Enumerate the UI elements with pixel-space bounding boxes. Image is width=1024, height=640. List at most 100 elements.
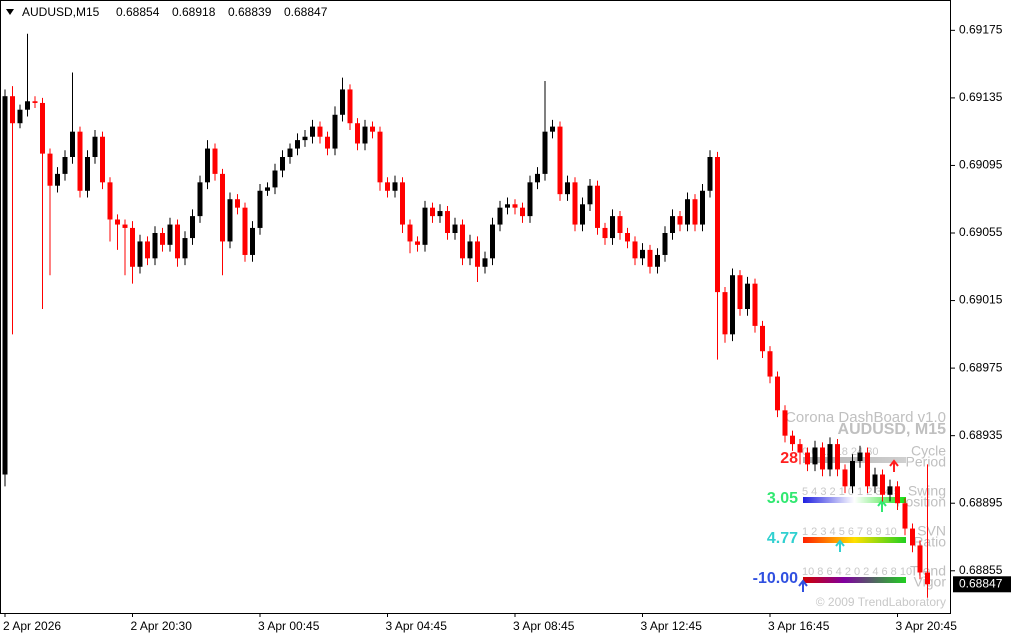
- y-tick-label: 0.69055: [959, 225, 1003, 239]
- candle-body: [580, 204, 585, 225]
- candle-body: [880, 474, 885, 495]
- x-tick-label: 2 Apr 20:30: [131, 619, 193, 633]
- candle-body: [145, 241, 150, 259]
- y-tick-label: 0.69015: [959, 293, 1003, 307]
- candle-body: [790, 435, 795, 445]
- candle-body: [10, 96, 15, 124]
- candle-body: [617, 216, 623, 233]
- candle-body: [235, 199, 240, 208]
- dash-name: Period: [906, 454, 946, 470]
- candle-body: [482, 258, 488, 267]
- dash-gauge: [803, 537, 906, 543]
- candle-body: [827, 444, 833, 470]
- candle-body: [505, 204, 510, 208]
- candle-body: [715, 157, 720, 293]
- candle-body: [857, 452, 863, 461]
- dash-scale: 5 4 3 2 1 0 1 2 3 4 5: [802, 486, 900, 498]
- candle-body: [152, 233, 158, 259]
- candle-body: [610, 216, 615, 239]
- candle-body: [265, 187, 270, 191]
- candle-body: [137, 241, 143, 267]
- dash-value: 3.05: [767, 490, 798, 507]
- candle-body: [887, 486, 893, 495]
- candle-body: [400, 182, 405, 225]
- candle-body: [362, 126, 368, 144]
- dash-gauge: [803, 497, 906, 503]
- dash-title: Corona DashBoard v1.0: [785, 409, 946, 426]
- candle-body: [100, 136, 105, 183]
- menu-arrow[interactable]: [6, 9, 14, 15]
- candle-body: [122, 224, 128, 228]
- y-tick-label: 0.68975: [959, 360, 1003, 374]
- candle-body: [295, 140, 300, 149]
- plot-frame: [0, 0, 951, 614]
- candle-body: [130, 227, 135, 267]
- dash-arrow: [889, 459, 899, 472]
- candle-body: [40, 102, 45, 154]
- candle-body: [700, 190, 705, 225]
- candle-body: [355, 123, 360, 144]
- candle-body: [490, 224, 495, 259]
- candle-body: [910, 528, 915, 546]
- candle-body: [640, 249, 645, 259]
- candle-body: [662, 233, 668, 255]
- candle-body: [527, 182, 533, 217]
- candle-body: [25, 101, 30, 110]
- candle-body: [655, 254, 660, 267]
- candle-body: [475, 241, 480, 267]
- candle-body: [220, 173, 225, 242]
- candle-body: [812, 447, 818, 465]
- candle-body: [820, 447, 825, 470]
- candle-body: [107, 182, 113, 220]
- candle-body: [550, 126, 555, 132]
- candle-body: [422, 207, 428, 245]
- candle-body: [925, 572, 930, 585]
- dash-name: Cycle: [911, 443, 946, 459]
- candle-body: [302, 136, 308, 141]
- candle-body: [347, 89, 353, 124]
- candle-body: [377, 131, 383, 183]
- candle-body: [407, 224, 413, 242]
- candle-body: [445, 211, 450, 233]
- dash-name: Position: [896, 494, 946, 510]
- candle-body: [370, 126, 375, 132]
- candle-body: [872, 474, 878, 487]
- candle-body: [602, 227, 608, 239]
- candle-body: [325, 136, 330, 149]
- candle-body: [535, 173, 540, 183]
- candle-body: [557, 126, 563, 195]
- current-price: 0.68847: [959, 576, 1003, 590]
- candle-body: [437, 211, 443, 217]
- candle-body: [512, 204, 518, 208]
- candle-body: [587, 185, 593, 205]
- symbol: AUDUSD,M15: [22, 5, 100, 19]
- dash-name: Swing: [908, 483, 946, 499]
- candle-body: [692, 199, 698, 225]
- candle-body: [722, 292, 728, 335]
- candle-body: [242, 207, 248, 255]
- y-tick-label: 0.69175: [959, 23, 1003, 37]
- dash-arrow: [798, 579, 808, 592]
- x-tick-label: 2 Apr 2026: [3, 619, 61, 633]
- candle-body: [85, 157, 90, 191]
- candle-body: [167, 224, 173, 245]
- candle-body: [317, 126, 323, 137]
- candle-body: [55, 173, 60, 186]
- x-tick-label: 3 Apr 08:45: [513, 619, 575, 633]
- candle-body: [737, 275, 743, 309]
- candle-body: [190, 216, 195, 239]
- candle-body: [670, 216, 675, 233]
- candle-body: [452, 224, 458, 233]
- header-open: 0.68854: [116, 5, 160, 19]
- candle-body: [632, 241, 638, 259]
- candle-body: [745, 283, 750, 309]
- x-tick-label: 3 Apr 20:45: [896, 619, 958, 633]
- candle-body: [62, 157, 68, 174]
- candle-body: [385, 182, 390, 191]
- candle-body: [212, 148, 218, 174]
- candle-body: [842, 469, 848, 487]
- candle-body: [250, 227, 255, 255]
